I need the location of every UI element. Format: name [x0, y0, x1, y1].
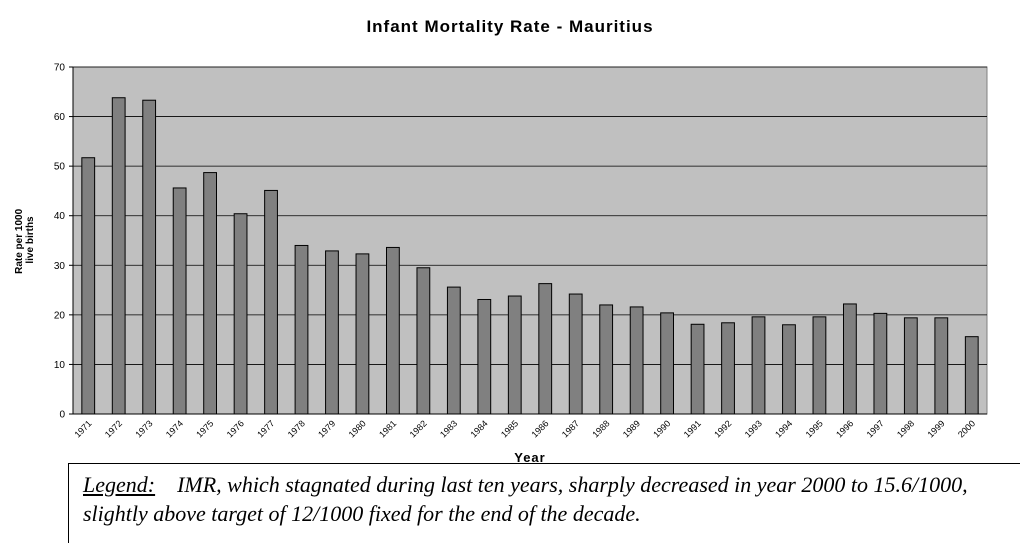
y-tick-label: 20 [54, 310, 66, 321]
y-tick-label: 50 [54, 162, 66, 173]
bar [446, 286, 461, 415]
x-tick-label: 1971 [72, 418, 93, 439]
y-tick-label: 40 [54, 211, 66, 222]
y-axis-label-line: live births [25, 216, 36, 264]
y-axis-label-line: Rate per 1000 [14, 208, 25, 273]
x-tick-label: 1977 [255, 418, 276, 439]
bar [782, 324, 796, 415]
note-text: IMR, which stagnated during last ten yea… [83, 472, 968, 526]
chart: Infant Mortality Rate - Mauritius Year R… [14, 17, 988, 463]
x-tick-label: 1974 [164, 418, 185, 439]
bar [294, 244, 309, 415]
x-tick-label: 1993 [743, 418, 764, 439]
bar [111, 97, 126, 415]
bar [172, 187, 187, 415]
x-tick-label: 1979 [316, 418, 337, 439]
y-tick-label: 70 [54, 63, 66, 74]
x-tick-label: 1972 [103, 418, 124, 439]
chart-title: Infant Mortality Rate - Mauritius [366, 17, 653, 36]
bar [203, 172, 217, 415]
bar [264, 189, 278, 415]
x-tick-label: 1980 [347, 418, 368, 439]
bar [81, 157, 96, 415]
y-tick-label: 60 [54, 112, 66, 123]
y-tick-label: 0 [59, 410, 65, 421]
x-tick-label: 1999 [925, 418, 946, 439]
x-tick-label: 1976 [225, 418, 246, 439]
bar [721, 322, 735, 415]
bar [873, 312, 888, 415]
bar [477, 298, 492, 415]
x-tick-label: 1994 [773, 418, 794, 439]
bar [538, 283, 553, 415]
bar [355, 253, 370, 415]
bar [386, 246, 400, 415]
y-tick-label: 10 [54, 360, 66, 371]
x-tick-label: 1984 [468, 418, 489, 439]
bar [903, 317, 918, 415]
y-tick-label: 30 [54, 261, 66, 272]
bar [507, 295, 522, 415]
x-tick-label: 1987 [560, 418, 581, 439]
x-tick-label: 1998 [895, 418, 916, 439]
x-tick-label: 1988 [590, 418, 611, 439]
bar [325, 250, 339, 415]
x-tick-label: 1990 [651, 418, 672, 439]
y-axis-label: Rate per 1000 live births [14, 206, 36, 274]
x-tick-label: 1989 [621, 418, 642, 439]
x-axis-label: Year [514, 450, 545, 463]
bar [690, 323, 705, 415]
x-tick-label: 1983 [438, 418, 459, 439]
x-tick-label: 1995 [804, 418, 825, 439]
x-tick-label: 2000 [956, 418, 977, 439]
note-key: Legend: [83, 472, 156, 497]
x-tick-label: 1991 [682, 418, 703, 439]
x-tick-label: 1985 [499, 418, 520, 439]
bar [599, 304, 614, 415]
x-tick-label: 1996 [834, 418, 855, 439]
bar [964, 336, 979, 415]
x-tick-label: 1997 [865, 418, 886, 439]
bar [629, 306, 644, 415]
x-tick-label: 1982 [408, 418, 429, 439]
bar [416, 267, 431, 415]
bar [660, 312, 674, 415]
bar [568, 293, 583, 415]
bar [142, 99, 157, 415]
bar [843, 303, 857, 415]
x-tick-label: 1978 [286, 418, 307, 439]
legend-note: Legend: IMR, which stagnated during last … [68, 463, 1020, 543]
bar [812, 316, 827, 415]
plot-area [72, 66, 988, 415]
bar [751, 316, 766, 415]
x-tick-label: 1975 [194, 418, 215, 439]
x-tick-label: 1981 [377, 418, 398, 439]
x-tick-label: 1973 [133, 418, 154, 439]
bar [233, 213, 248, 415]
x-tick-label: 1992 [712, 418, 733, 439]
x-tick-label: 1986 [529, 418, 550, 439]
bar [934, 317, 949, 415]
